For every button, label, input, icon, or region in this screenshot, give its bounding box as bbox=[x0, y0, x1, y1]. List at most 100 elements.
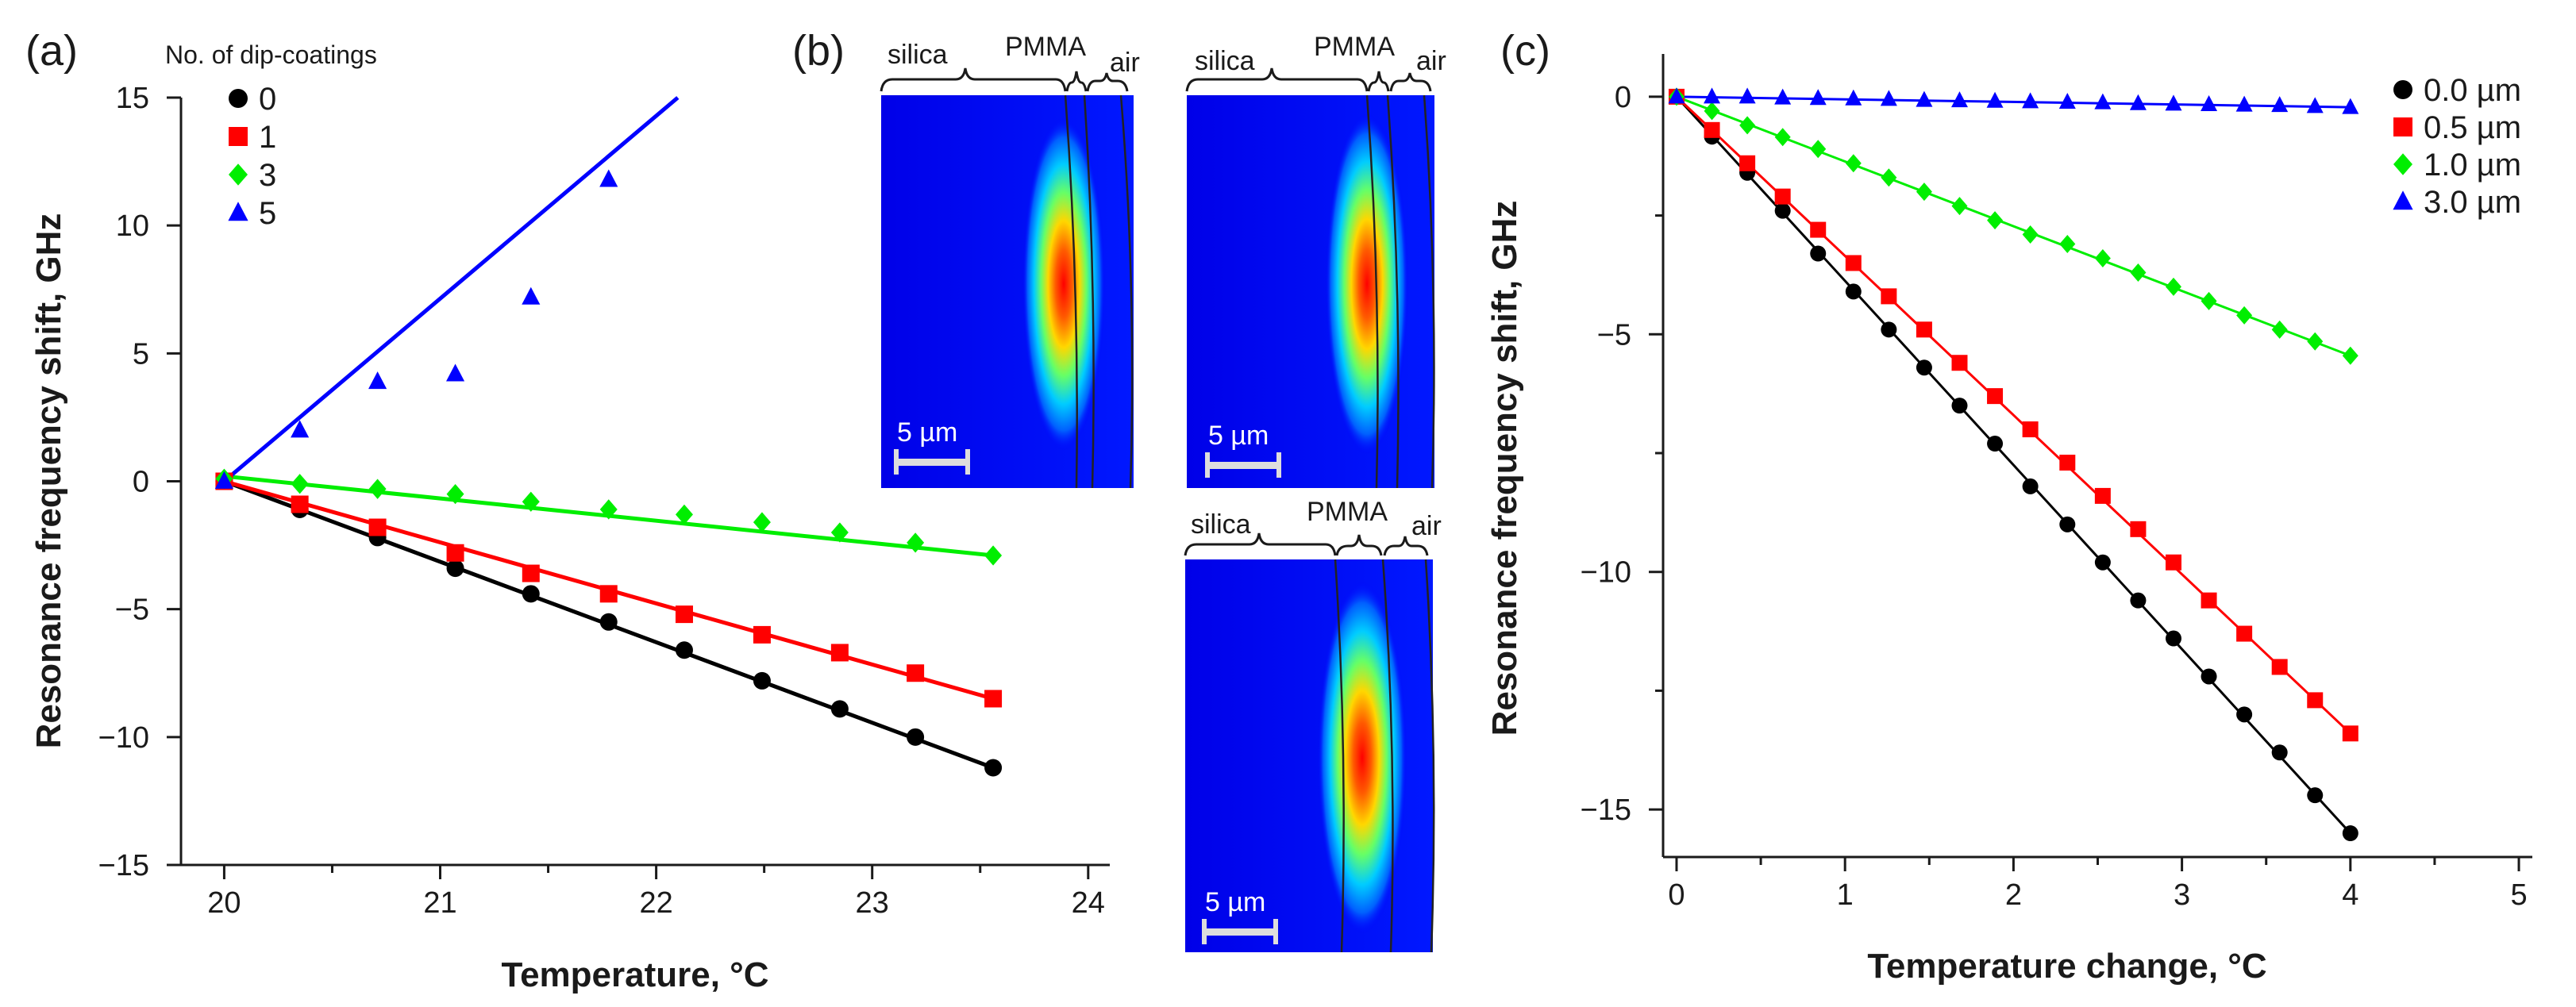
data-point-series-0.0 µm bbox=[2059, 516, 2076, 532]
data-point-series-0.5 µm bbox=[2236, 625, 2253, 642]
data-point-series-0.5 µm bbox=[2130, 521, 2147, 537]
data-point-series-0 bbox=[522, 585, 540, 603]
x-tick-label: 21 bbox=[423, 886, 456, 920]
data-point-series-3 bbox=[599, 499, 618, 520]
data-point-series-3.0 µm bbox=[1809, 89, 1827, 106]
data-point-series-0.0 µm bbox=[1881, 321, 1897, 338]
data-point-series-0.5 µm bbox=[2271, 659, 2288, 675]
silica-brace bbox=[1184, 532, 1337, 556]
silica-pmma-interface bbox=[1334, 559, 1345, 953]
data-point-series-1.0 µm bbox=[2059, 235, 2076, 254]
data-point-series-3.0 µm bbox=[1704, 87, 1721, 104]
y-tick-label: 10 bbox=[116, 209, 149, 243]
data-point-series-3.0 µm bbox=[2129, 94, 2147, 110]
data-point-series-0.0 µm bbox=[1916, 359, 1932, 376]
data-point-series-1.0 µm bbox=[2342, 346, 2358, 365]
data-point-series-3 bbox=[753, 512, 771, 532]
data-point-series-1.0 µm bbox=[1774, 128, 1791, 147]
chart-c-legend: 0.0 µm0.5 µm1.0 µm3.0 µm bbox=[2393, 73, 2521, 220]
data-point-series-0.5 µm bbox=[2022, 421, 2039, 438]
data-point-series-0.0 µm bbox=[2342, 825, 2358, 842]
data-point-series-0.5 µm bbox=[2307, 692, 2324, 709]
data-point-series-1 bbox=[291, 495, 309, 513]
data-point-series-1.0 µm bbox=[2165, 277, 2181, 296]
data-point-series-1.0 µm bbox=[2022, 225, 2039, 244]
optical-mode-profile bbox=[1022, 117, 1105, 451]
air-brace bbox=[1086, 72, 1129, 92]
pmma-air-interface bbox=[1386, 94, 1400, 489]
data-point-series-0.5 µm bbox=[1774, 188, 1791, 205]
data-point-series-5 bbox=[446, 363, 465, 382]
field-map-top-right: 5 µm silica PMMA air bbox=[1185, 32, 1446, 489]
data-point-series-0 bbox=[599, 613, 618, 631]
y-tick-label: −10 bbox=[1581, 556, 1631, 590]
pmma-air-interface bbox=[1083, 94, 1095, 489]
data-point-series-3.0 µm bbox=[2094, 93, 2112, 110]
data-point-series-1.0 µm bbox=[1810, 140, 1827, 159]
optical-mode-profile bbox=[1326, 113, 1408, 455]
data-point-series-1 bbox=[830, 644, 849, 662]
pmma-brace bbox=[1335, 534, 1383, 556]
data-point-series-0 bbox=[830, 700, 849, 718]
data-point-series-3.0 µm bbox=[1668, 87, 1685, 104]
data-point-series-1.0 µm bbox=[2307, 332, 2324, 351]
outer-boundary bbox=[1423, 94, 1435, 489]
y-tick-label: −15 bbox=[1581, 794, 1631, 827]
data-point-series-3 bbox=[830, 522, 849, 543]
x-tick-label: 1 bbox=[1837, 878, 1854, 912]
data-point-series-5 bbox=[599, 169, 618, 187]
data-point-series-0 bbox=[753, 671, 771, 690]
layer-label-air: air bbox=[1411, 511, 1442, 541]
data-point-series-3.0 µm bbox=[2022, 92, 2039, 109]
data-point-series-0.5 µm bbox=[2201, 592, 2217, 609]
data-point-series-3 bbox=[368, 479, 387, 499]
field-map-bottom: 5 µm silica PMMA air bbox=[1184, 497, 1442, 953]
data-point-series-0.0 µm bbox=[2022, 478, 2039, 494]
data-point-series-3.0 µm bbox=[1880, 90, 1897, 106]
data-point-series-1.0 µm bbox=[1739, 116, 1756, 135]
scale-bar bbox=[1205, 462, 1281, 469]
data-point-series-1 bbox=[522, 564, 540, 582]
layer-label-silica: silica bbox=[1195, 46, 1255, 76]
scale-bar-cap-left bbox=[1205, 452, 1210, 478]
data-point-series-1.0 µm bbox=[2236, 306, 2253, 325]
air-brace bbox=[1383, 536, 1429, 556]
legend-marker-0 bbox=[229, 89, 248, 108]
data-point-series-0.5 µm bbox=[1704, 121, 1720, 138]
data-point-series-3 bbox=[522, 491, 540, 512]
legend-label-0: 0 bbox=[259, 82, 276, 117]
scale-bar bbox=[1202, 928, 1278, 936]
scale-bar-label: 5 µm bbox=[1208, 421, 1269, 451]
data-point-series-1.0 µm bbox=[2201, 291, 2217, 310]
y-tick-label: −5 bbox=[1597, 318, 1631, 352]
data-point-series-0 bbox=[675, 641, 693, 659]
scale-bar-cap-right bbox=[965, 449, 970, 475]
data-point-series-0.0 µm bbox=[1774, 202, 1791, 219]
scale-bar-cap-left bbox=[894, 449, 899, 475]
data-point-series-3.0 µm bbox=[1916, 90, 1933, 107]
y-tick-label: 0 bbox=[1615, 81, 1631, 114]
layer-label-air: air bbox=[1110, 48, 1140, 78]
legend-label-5: 5 bbox=[259, 196, 276, 231]
data-point-series-3.0 µm bbox=[2235, 95, 2253, 112]
panel-label-b: (b) bbox=[792, 27, 845, 75]
legend-label-0.5 µm: 0.5 µm bbox=[2424, 110, 2521, 145]
data-point-series-1.0 µm bbox=[1845, 154, 1862, 173]
panel-label-a: (a) bbox=[25, 27, 78, 75]
data-point-series-1.0 µm bbox=[1704, 102, 1720, 121]
outer-boundary bbox=[1119, 94, 1134, 489]
y-tick-label: 5 bbox=[133, 337, 149, 371]
legend-marker-1 bbox=[229, 127, 248, 146]
data-point-series-1 bbox=[907, 664, 925, 682]
air-brace bbox=[1389, 72, 1432, 92]
data-point-series-3.0 µm bbox=[2201, 94, 2218, 111]
silica-pmma-interface bbox=[1365, 94, 1379, 489]
outer-boundary bbox=[1424, 559, 1435, 953]
data-point-series-1.0 µm bbox=[1951, 197, 1968, 216]
chart-a-y-axis-label: Resonance frequency shift, GHz bbox=[29, 213, 68, 749]
data-point-series-5 bbox=[368, 371, 387, 390]
data-point-series-0.0 µm bbox=[2236, 706, 2253, 723]
data-point-series-0.5 µm bbox=[1845, 255, 1862, 271]
x-tick-label: 0 bbox=[1668, 878, 1685, 912]
